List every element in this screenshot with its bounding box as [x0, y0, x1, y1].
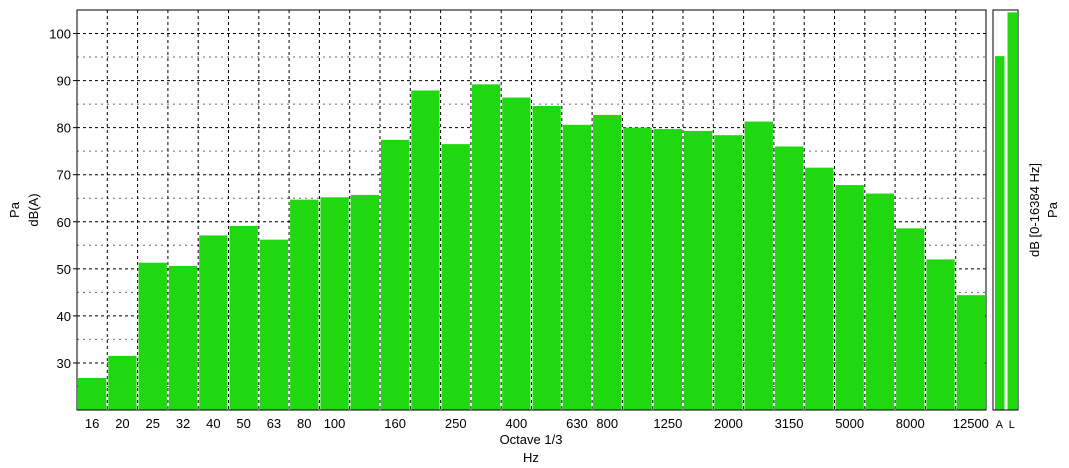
bar-4000-hz — [805, 167, 834, 410]
main-plot: 30 40 50 60 70 80 90 100 16 20 25 32 40 50 63 80 100 160… — [49, 9, 989, 431]
x-tick-label: 5000 — [835, 416, 864, 431]
x-tick-label: 40 — [206, 416, 220, 431]
x-tick-label: 3150 — [775, 416, 804, 431]
y-axis-label: dB(A) — [26, 193, 41, 226]
x-tick-label: 50 — [236, 416, 250, 431]
bar-200-hz — [411, 90, 440, 411]
bar-630-hz — [562, 124, 592, 410]
side-bar-A — [995, 56, 1005, 410]
bar-20-hz — [108, 355, 137, 410]
bar-80-hz — [290, 199, 319, 410]
x-ticks: 16 20 25 32 40 50 63 80 100 160 250 400 630 800 1250 20… — [85, 416, 989, 431]
bar-6300-hz — [865, 193, 895, 410]
bar-250-hz — [441, 144, 470, 410]
x-tick-label: 8000 — [896, 416, 925, 431]
x-axis-band-label: Octave 1/3 — [500, 432, 563, 447]
x-tick-label: 25 — [146, 416, 160, 431]
bar-16-hz — [78, 378, 107, 410]
x-tick-label: 2000 — [714, 416, 743, 431]
bar-125-hz — [350, 194, 379, 410]
bar-800-hz — [593, 114, 622, 411]
side-x-tick-label: L — [1009, 419, 1015, 431]
bar-100-hz — [320, 197, 349, 410]
bar-63-hz — [259, 239, 289, 410]
x-tick-label: 250 — [445, 416, 467, 431]
bar-1250-hz — [653, 129, 682, 410]
side-x-tick-label: A — [996, 419, 1004, 431]
grid-lines — [77, 10, 986, 410]
bars — [78, 84, 985, 411]
x-tick-label: 630 — [566, 416, 588, 431]
bar-32-hz — [168, 266, 198, 410]
y-axis-units: Pa — [7, 201, 22, 218]
y-tick-label: 50 — [57, 262, 71, 277]
x-axis-units: Hz — [523, 450, 539, 465]
y-tick-label: 40 — [57, 309, 71, 324]
side-plot-border — [992, 9, 1019, 411]
side-y-axis-label: dB [0-16384 Hz] — [1027, 163, 1042, 257]
y-tick-label: 60 — [57, 215, 71, 230]
bar-500-hz — [532, 106, 561, 410]
x-tick-label: 800 — [596, 416, 618, 431]
bar-10000-hz — [926, 259, 955, 410]
bar-1000-hz — [623, 127, 652, 410]
bar-50-hz — [229, 226, 258, 410]
x-tick-label: 32 — [176, 416, 190, 431]
bar-1600-hz — [684, 130, 713, 411]
x-tick-label: 63 — [267, 416, 281, 431]
bar-5000-hz — [835, 185, 864, 410]
x-tick-label: 16 — [85, 416, 99, 431]
bar-315-hz — [471, 84, 501, 411]
bar-40-hz — [199, 235, 228, 410]
y-ticks: 30 40 50 60 70 80 90 100 — [49, 27, 77, 371]
bar-160-hz — [381, 139, 410, 410]
y-tick-label: 90 — [57, 74, 71, 89]
x-tick-label: 160 — [384, 416, 406, 431]
side-bar-L — [1007, 12, 1017, 411]
bar-2500-hz — [744, 121, 773, 410]
bar-3150-hz — [774, 146, 804, 410]
x-tick-label: 1250 — [653, 416, 682, 431]
x-tick-label: 80 — [297, 416, 311, 431]
bar-25-hz — [138, 262, 167, 410]
y-tick-label: 30 — [57, 356, 71, 371]
main-plot-border — [76, 9, 987, 411]
bar-400-hz — [502, 97, 531, 410]
bar-8000-hz — [896, 228, 925, 410]
y-tick-label: 100 — [49, 27, 71, 42]
bar-2000-hz — [714, 135, 743, 411]
x-tick-label: 100 — [324, 416, 346, 431]
y-tick-label: 80 — [57, 121, 71, 136]
x-tick-label: 12500 — [953, 416, 989, 431]
x-tick-label: 20 — [115, 416, 129, 431]
x-tick-label: 400 — [505, 416, 527, 431]
side-bars — [995, 12, 1017, 411]
side-y-axis-units: Pa — [1045, 201, 1060, 218]
bar-12500-hz — [956, 295, 985, 410]
y-tick-label: 70 — [57, 168, 71, 183]
